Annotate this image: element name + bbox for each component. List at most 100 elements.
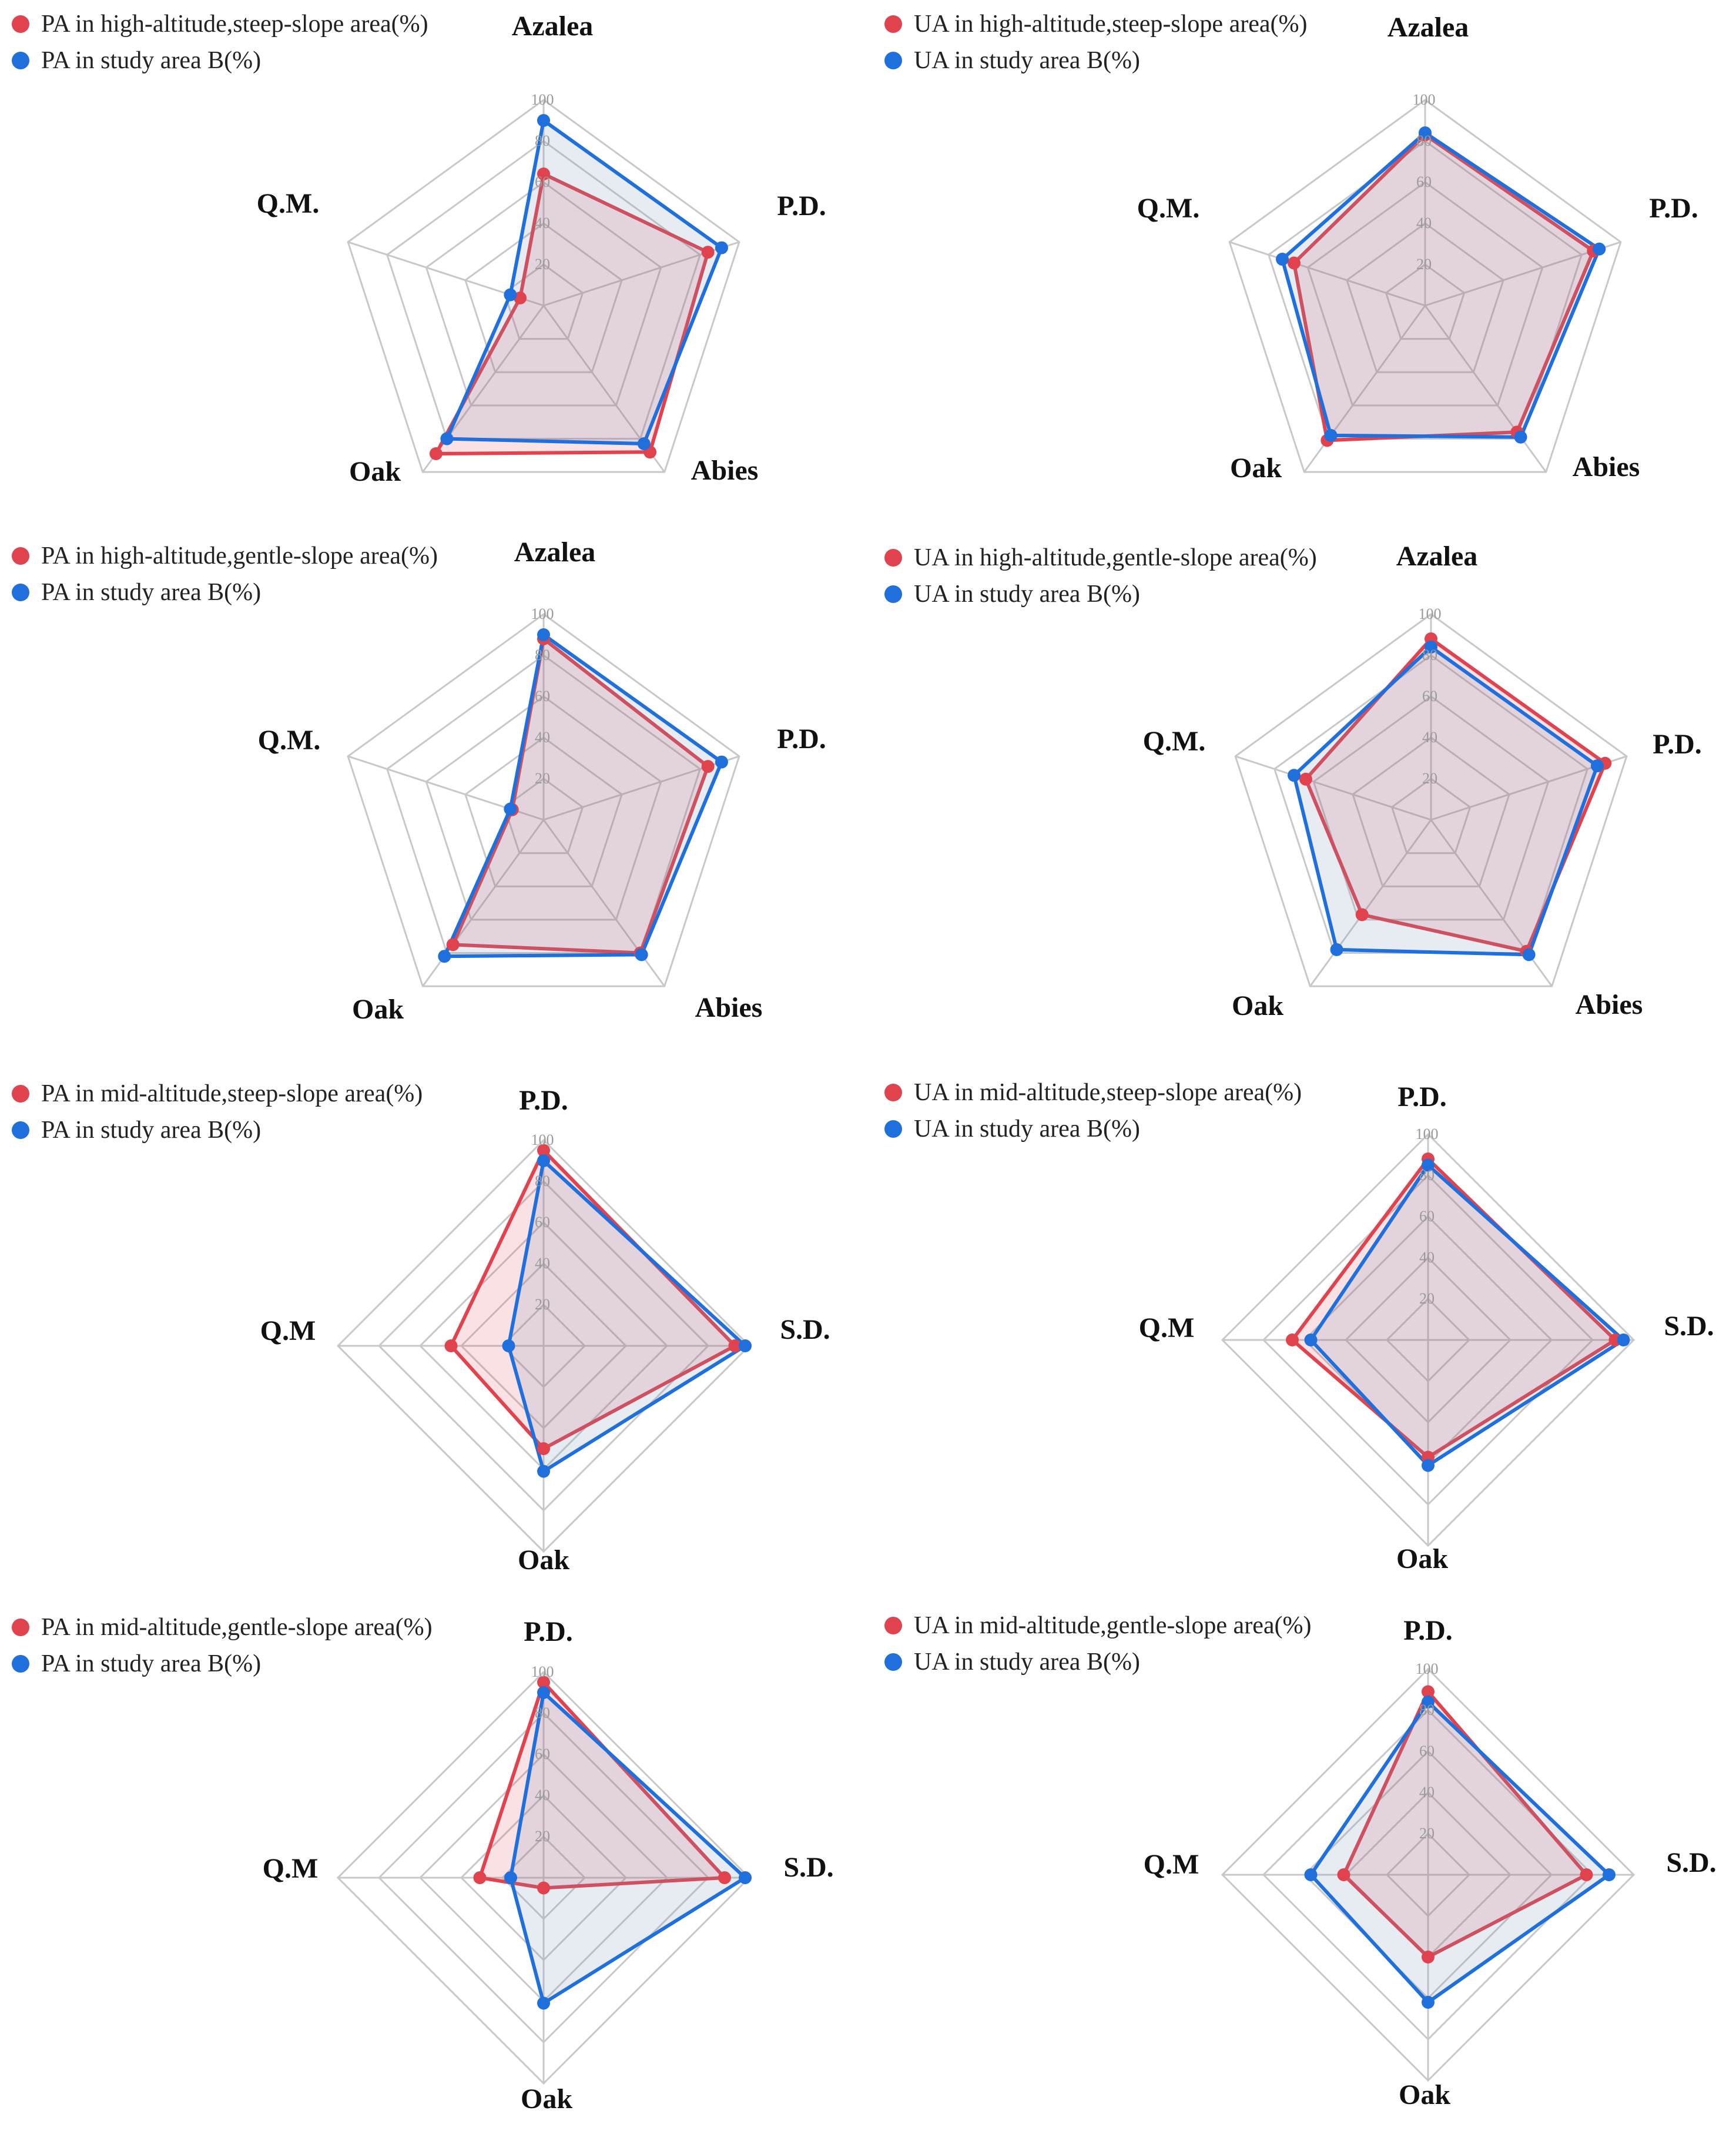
tick-label: 40 xyxy=(535,1787,550,1804)
tick-label: 80 xyxy=(1419,1167,1435,1184)
tick-label: 20 xyxy=(1419,1290,1435,1307)
grid-ring xyxy=(425,695,662,921)
data-point-blue-oak xyxy=(537,1996,550,2010)
data-point-blue-p-d xyxy=(715,755,728,769)
legend: PA in high-altitude,gentle-slope area(%)… xyxy=(12,538,438,611)
radar-chart-1: 20 40 60 80 100 Azalea P.D. Abies Oak Q.M. xyxy=(257,11,826,487)
axis-label-q-m: Q.M xyxy=(1139,1312,1195,1343)
data-point-red-p-d xyxy=(537,1144,550,1157)
grid-ring xyxy=(425,181,662,407)
axis-label-q-m: Q.M. xyxy=(1143,726,1206,757)
data-point-red-q-m xyxy=(473,1871,487,1884)
legend-label: UA in high-altitude,steep-slope area(%) xyxy=(914,11,1308,38)
tick-label: 60 xyxy=(1419,1743,1435,1760)
data-point-blue-abies xyxy=(1522,948,1536,961)
tick-label: 100 xyxy=(1413,91,1436,108)
data-point-blue-p-d xyxy=(1590,759,1604,773)
radar-chart-5: 20 40 60 80 100 P.D. S.D. Oak Q.M xyxy=(260,1085,830,1576)
series-line-red xyxy=(434,172,710,456)
axis-label-p-d: P.D. xyxy=(777,723,826,755)
legend-label: PA in high-altitude,gentle-slope area(%) xyxy=(41,542,438,569)
data-point-red-s-d xyxy=(1580,1868,1593,1881)
tick-label: 100 xyxy=(531,1663,554,1680)
series-line-blue xyxy=(1309,1163,1626,1467)
data-point-blue-s-d xyxy=(739,1339,752,1352)
legend-item-blue: UA in study area B(%) xyxy=(884,42,1307,79)
data-point-red-q-m xyxy=(444,1339,458,1352)
data-point-blue-s-d xyxy=(739,1871,752,1884)
axis-label-azalea: Azalea xyxy=(1388,12,1469,43)
radar-chart-4: 20 40 60 80 100 Azalea P.D. Abies Oak Q.M. xyxy=(1143,541,1702,1021)
legend-label: PA in high-altitude,steep-slope area(%) xyxy=(41,11,428,38)
data-point-blue-p-d xyxy=(1422,1158,1435,1172)
legend-item-red: UA in high-altitude,gentle-slope area(%) xyxy=(884,540,1317,576)
tick-label: 60 xyxy=(1416,173,1432,190)
grid-ring xyxy=(1346,222,1504,373)
tick-label: 20 xyxy=(535,1828,550,1845)
data-point-red-p-d xyxy=(701,760,715,773)
series-line-blue xyxy=(507,1159,747,1473)
legend-item-blue: PA in study area B(%) xyxy=(12,1646,433,1682)
data-point-blue-q-m xyxy=(1304,1333,1318,1346)
tick-label: 60 xyxy=(535,173,550,190)
axis-label-azalea: Azalea xyxy=(514,537,596,568)
tick-label: 40 xyxy=(535,1255,550,1272)
legend-label: UA in high-altitude,gentle-slope area(%) xyxy=(914,544,1317,571)
tick-label: 80 xyxy=(535,1704,550,1721)
axis-label-oak: Oak xyxy=(1396,1543,1448,1574)
data-point-blue-oak xyxy=(537,1465,550,1478)
legend-item-red: PA in mid-altitude,steep-slope area(%) xyxy=(12,1075,423,1112)
axis-label-oak: Oak xyxy=(349,456,401,487)
data-point-red-p-d xyxy=(537,1676,550,1689)
axis-label-oak: Oak xyxy=(352,994,404,1025)
data-point-red-q-m xyxy=(1287,256,1301,270)
data-point-blue-oak xyxy=(1422,1996,1435,2009)
radar-chart-3: 20 40 60 80 100 Azalea P.D. Abies Oak Q.M. xyxy=(258,537,826,1025)
tick-label: 60 xyxy=(535,1745,550,1763)
data-point-red-s-d xyxy=(728,1339,742,1352)
legend-item-red: UA in mid-altitude,gentle-slope area(%) xyxy=(884,1607,1311,1644)
series-line-blue xyxy=(1281,131,1601,439)
legend-item-blue: UA in study area B(%) xyxy=(884,1644,1311,1680)
axis-label-s-d: S.D. xyxy=(780,1314,830,1345)
data-point-red-oak xyxy=(1422,1951,1435,1964)
legend-label: PA in study area B(%) xyxy=(41,1650,262,1677)
legend-marker-blue xyxy=(884,52,902,69)
data-point-blue-oak xyxy=(440,432,454,445)
data-point-blue-azalea xyxy=(537,114,550,127)
legend-marker-red xyxy=(884,15,902,33)
tick-label: 60 xyxy=(535,1214,550,1231)
grid-ring xyxy=(464,736,623,887)
grid-ring xyxy=(1385,263,1466,340)
series-line-blue xyxy=(443,633,723,959)
legend-label: PA in mid-altitude,steep-slope area(%) xyxy=(41,1080,423,1107)
legend-label: PA in mid-altitude,gentle-slope area(%) xyxy=(41,1614,433,1641)
grid-ring xyxy=(386,654,702,954)
data-point-blue-q-m xyxy=(1304,1868,1318,1881)
legend-item-red: PA in high-altitude,gentle-slope area(%) xyxy=(12,538,438,574)
data-point-red-oak xyxy=(537,1881,550,1895)
axis-label-abies: Abies xyxy=(695,992,763,1023)
legend-item-red: PA in mid-altitude,gentle-slope area(%) xyxy=(12,1609,433,1646)
legend-item-blue: PA in study area B(%) xyxy=(12,1112,423,1148)
data-point-blue-oak xyxy=(1330,943,1343,956)
legend-label: PA in study area B(%) xyxy=(41,579,262,606)
tick-label: 80 xyxy=(535,646,550,664)
data-point-red-q-m xyxy=(514,292,527,305)
data-point-red-q-m xyxy=(1299,772,1312,786)
legend-marker-blue xyxy=(12,52,29,69)
axis-label-oak: Oak xyxy=(518,1544,569,1576)
data-point-red-oak xyxy=(446,938,460,951)
data-point-blue-p-d xyxy=(1422,1696,1435,1708)
data-point-red-azalea xyxy=(537,167,550,180)
legend-item-red: UA in high-altitude,steep-slope area(%) xyxy=(884,6,1307,42)
radar-chart-8: 20 40 60 80 100 P.D. S.D. Oak Q.M xyxy=(1144,1615,1717,2110)
series-line-blue xyxy=(1292,645,1599,957)
legend-label: UA in study area B(%) xyxy=(914,47,1140,74)
legend-marker-blue xyxy=(884,1653,902,1671)
data-point-blue-q-m xyxy=(504,288,517,301)
legend-marker-blue xyxy=(884,585,902,603)
axis-label-p-d: P.D. xyxy=(519,1085,568,1116)
tick-label: 80 xyxy=(1422,646,1437,664)
